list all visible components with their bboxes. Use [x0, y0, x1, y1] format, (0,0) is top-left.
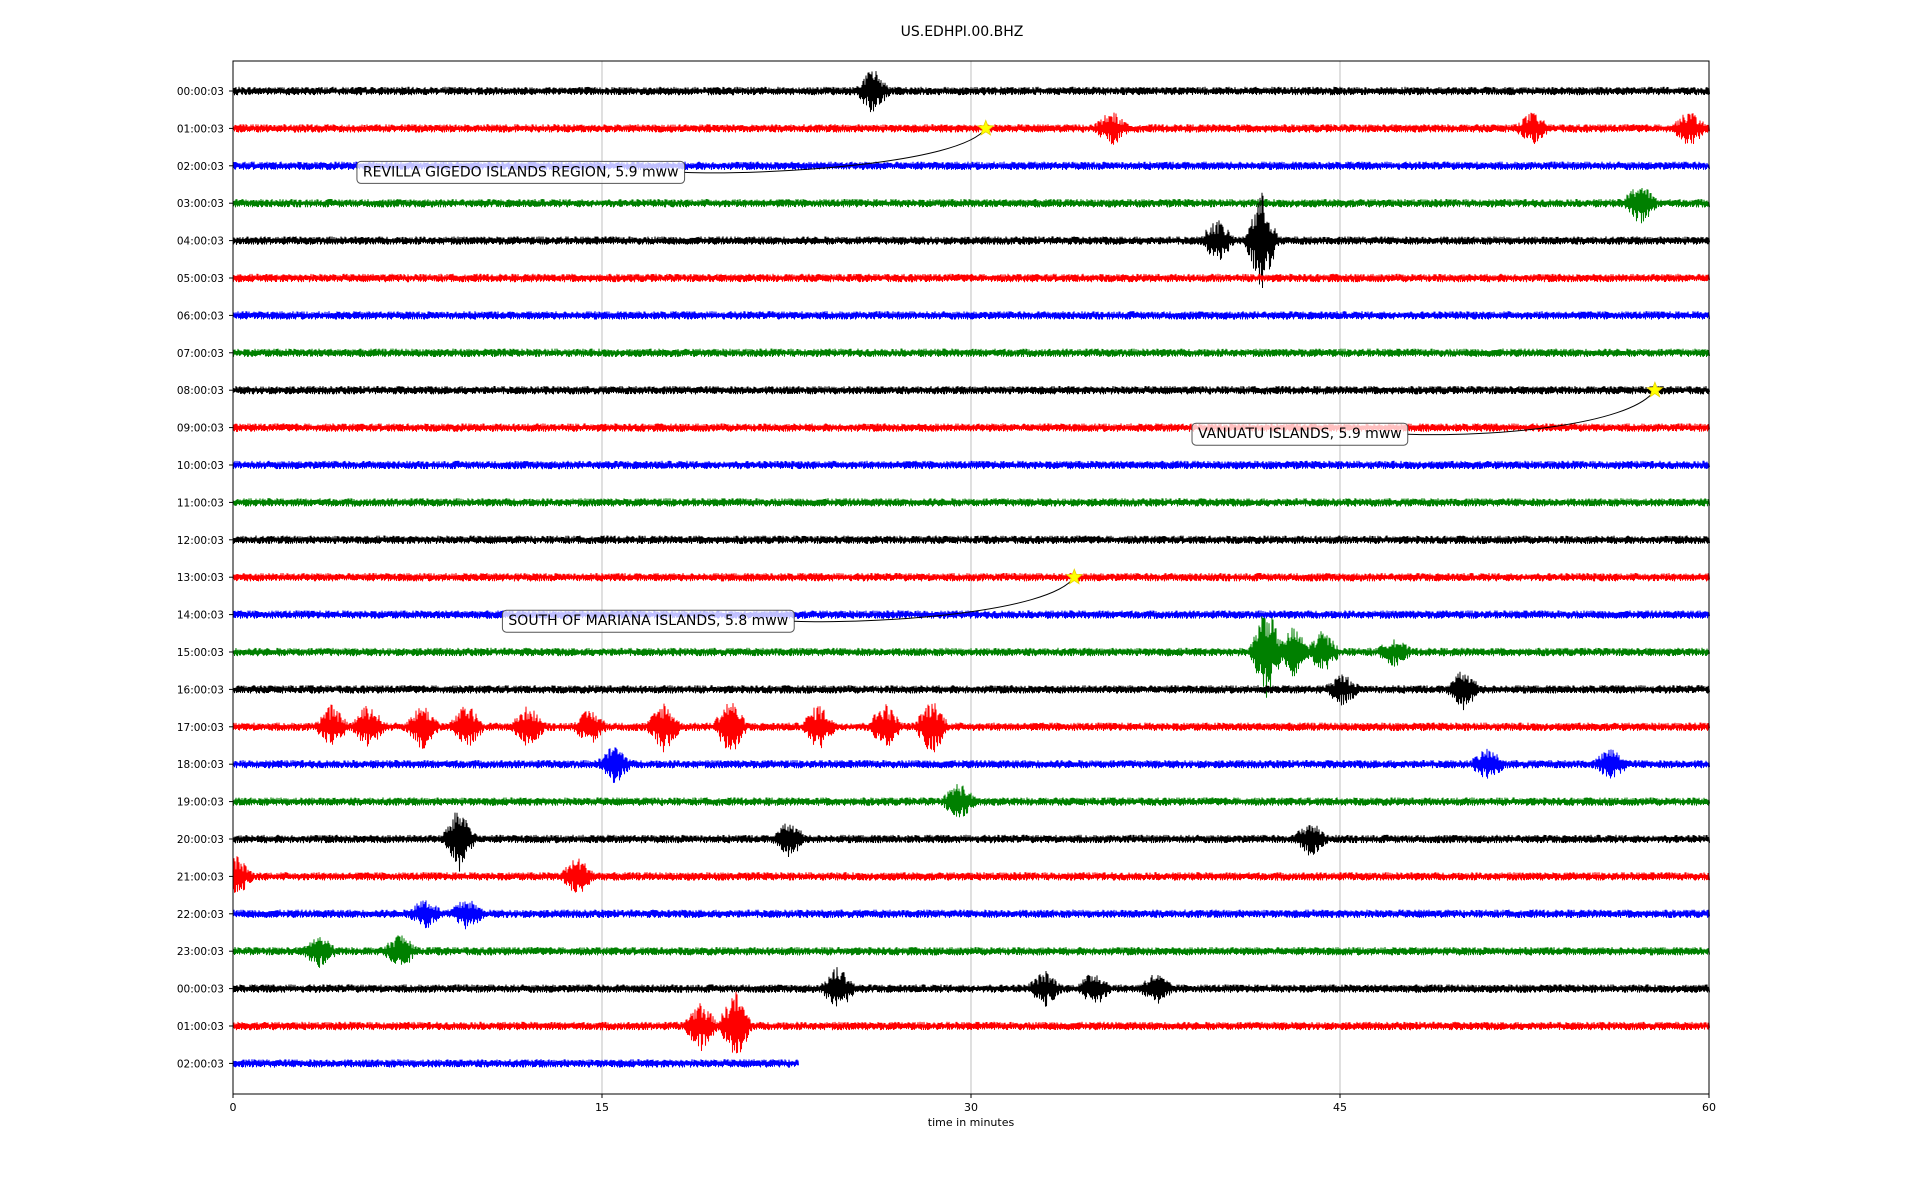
row-time-label: 18:00:03: [177, 759, 224, 771]
event-annotation: SOUTH OF MARIANA ISLANDS, 5.8 mww: [501, 568, 1083, 633]
row-time-label: 02:00:03: [177, 161, 224, 173]
seismic-trace: [232, 423, 1710, 432]
seismic-trace: [232, 348, 1710, 358]
seismic-trace: [232, 498, 1710, 507]
row-time-label: 01:00:03: [177, 1021, 224, 1033]
event-star-marker: [1065, 568, 1083, 585]
row-time-label: 12:00:03: [177, 535, 224, 547]
x-tick-label: 15: [595, 1101, 609, 1114]
row-time-label: 23:00:03: [177, 946, 224, 958]
seismic-trace: [232, 784, 1710, 818]
row-time-label: 10:00:03: [177, 460, 224, 472]
seismic-trace: [232, 747, 1710, 783]
row-time-label: 08:00:03: [177, 385, 224, 397]
event-connector: [684, 128, 987, 174]
seismic-trace: [232, 112, 1710, 145]
row-time-label: 00:00:03: [177, 984, 224, 996]
event-label: REVILLA GIGEDO ISLANDS REGION, 5.9 mww: [363, 164, 679, 180]
seismic-trace: [232, 967, 1710, 1007]
row-time-label: 13:00:03: [177, 572, 224, 584]
row-time-label: 02:00:03: [177, 1058, 224, 1070]
seismic-trace: [232, 71, 1710, 113]
seismic-trace: [232, 1059, 799, 1068]
row-time-label: 03:00:03: [177, 198, 224, 210]
event-star-marker: [1646, 381, 1664, 398]
row-time-label: 04:00:03: [177, 236, 224, 248]
seismic-trace: [232, 535, 1710, 545]
event-connector: [1407, 389, 1656, 436]
x-tick-label: 30: [964, 1101, 978, 1114]
event-connector: [794, 576, 1075, 623]
row-time-label: 21:00:03: [177, 871, 224, 883]
seismic-trace: [232, 610, 1710, 619]
seismic-trace: [232, 703, 1710, 753]
row-time-label: 20:00:03: [177, 834, 224, 846]
seismic-trace: [232, 273, 1710, 283]
event-label: SOUTH OF MARIANA ISLANDS, 5.8 mww: [508, 613, 788, 629]
row-time-label: 15:00:03: [177, 647, 224, 659]
row-time-label: 11:00:03: [177, 497, 224, 509]
row-time-label: 22:00:03: [177, 909, 224, 921]
seismic-trace: [232, 385, 1710, 395]
seismic-trace: [232, 671, 1710, 711]
event-label: VANUATU ISLANDS, 5.9 mww: [1198, 426, 1402, 442]
x-tick-label: 45: [1333, 1101, 1347, 1114]
seismic-trace: [232, 311, 1710, 320]
seismic-trace: [232, 460, 1710, 470]
seismic-trace: [232, 935, 1710, 968]
event-star-marker: [977, 119, 995, 136]
x-tick-label: 0: [230, 1101, 237, 1114]
seismic-trace: [232, 856, 1710, 893]
x-tick-label: 60: [1702, 1101, 1716, 1114]
row-time-label: 19:00:03: [177, 797, 224, 809]
seismic-trace: [232, 991, 1710, 1054]
row-time-label: 06:00:03: [177, 310, 224, 322]
seismic-trace: [232, 192, 1710, 289]
x-axis-label: time in minutes: [928, 1116, 1015, 1129]
event-annotation: REVILLA GIGEDO ISLANDS REGION, 5.9 mww: [356, 119, 995, 184]
row-time-label: 17:00:03: [177, 722, 224, 734]
x-axis-ticks: 0 15 30 45 60: [230, 1094, 1716, 1114]
row-time-label: 14:00:03: [177, 610, 224, 622]
row-time-label: 09:00:03: [177, 423, 224, 435]
seismic-trace: [232, 616, 1710, 698]
row-labels: 00:00:03 01:00:03 02:00:03 03:00:03 04:00:03…: [177, 86, 233, 1070]
event-annotation: VANUATU ISLANDS, 5.9 mww: [1191, 381, 1664, 446]
event-label-box: [501, 609, 795, 633]
seismic-trace: [232, 900, 1710, 930]
row-time-label: 07:00:03: [177, 348, 224, 360]
seismic-trace: [232, 187, 1710, 224]
chart-title: US.EDHPI.00.BHZ: [901, 24, 1024, 40]
seismic-trace: [232, 572, 1710, 582]
row-time-label: 05:00:03: [177, 273, 224, 285]
row-time-label: 00:00:03: [177, 86, 224, 98]
seismic-trace: [232, 812, 1710, 872]
row-time-label: 01:00:03: [177, 123, 224, 135]
event-annotations: REVILLA GIGEDO ISLANDS REGION, 5.9 mww VA…: [356, 119, 1664, 633]
row-time-label: 16:00:03: [177, 684, 224, 696]
